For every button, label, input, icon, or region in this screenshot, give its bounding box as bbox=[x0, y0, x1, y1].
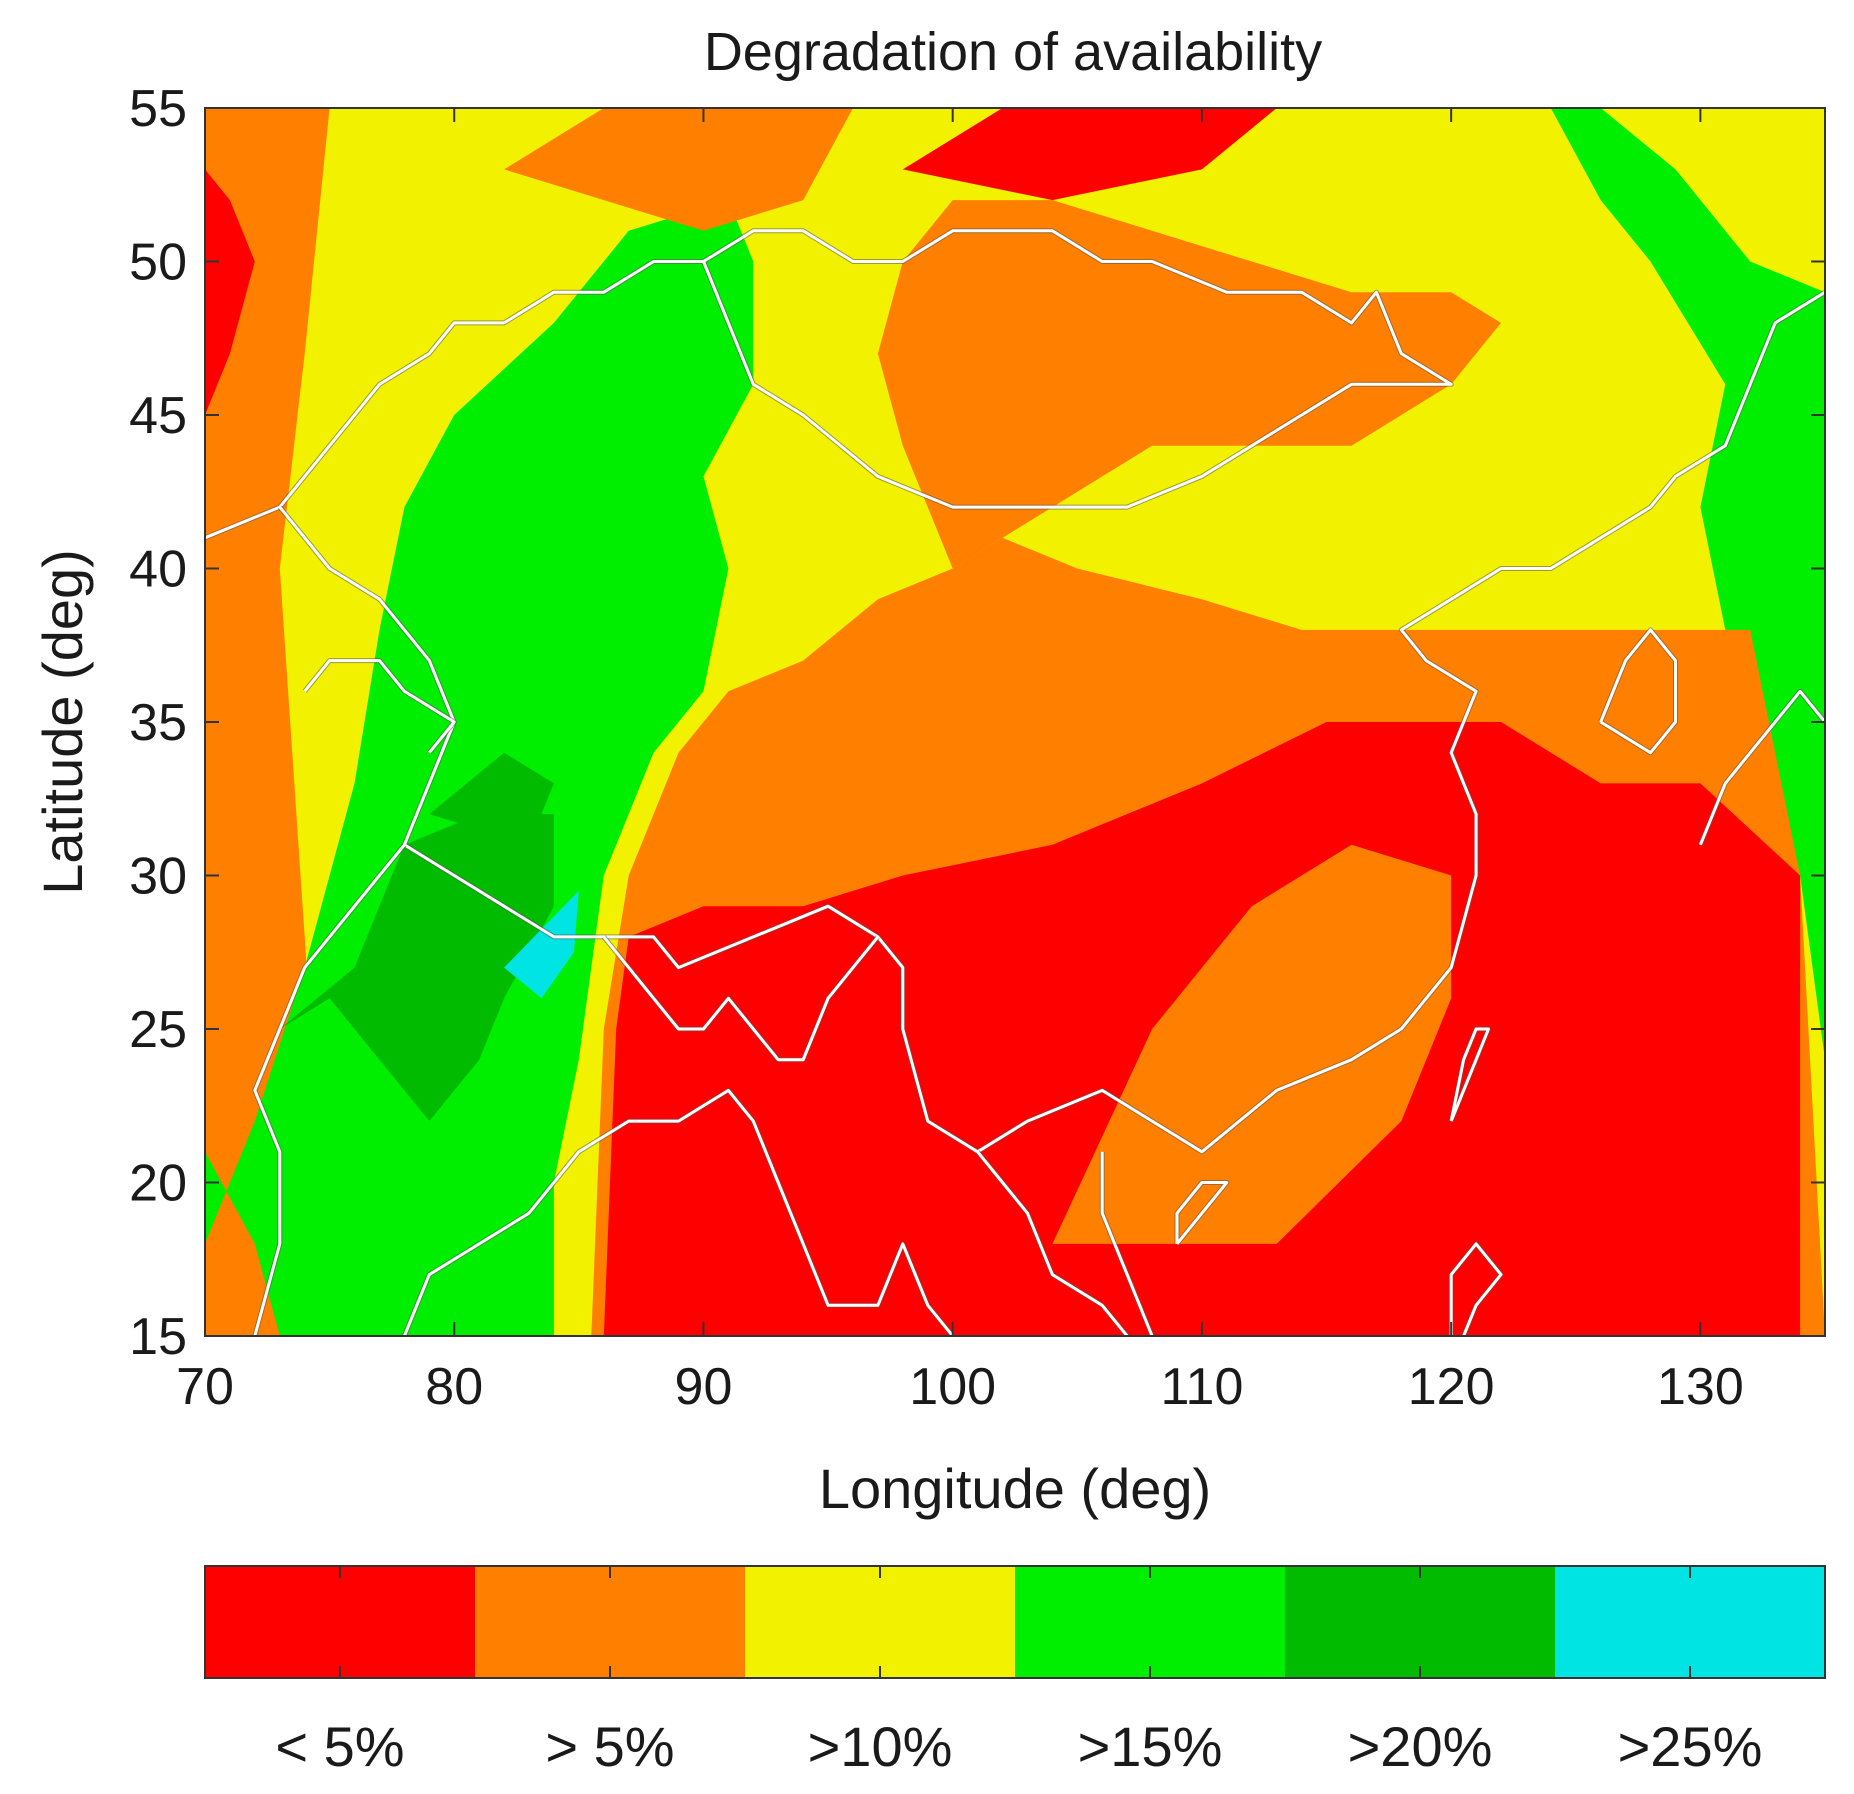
y-tick-label: 35 bbox=[129, 694, 187, 752]
border-line-12 bbox=[303, 659, 456, 754]
y-axis-label: Latitude (deg) bbox=[31, 549, 94, 895]
x-tick-label: 120 bbox=[1408, 1358, 1495, 1416]
y-axis-ticks: 15 20 25 30 35 40 45 50 55 bbox=[129, 80, 1825, 1366]
y-tick-label: 45 bbox=[129, 387, 187, 445]
contour-region-gt15 bbox=[1550, 108, 1825, 1060]
x-axis-label: Longitude (deg) bbox=[819, 1457, 1211, 1520]
y-tick-label: 50 bbox=[129, 234, 187, 292]
border-line-10 bbox=[1599, 628, 1677, 755]
border-line-2 bbox=[253, 843, 406, 1336]
color-legend: < 5% > 5% >10% >15% >20% >25% bbox=[204, 1565, 1826, 1778]
contour-region-gt20 bbox=[429, 752, 554, 845]
border-line-6 bbox=[1100, 1151, 1154, 1336]
border-line-3 bbox=[403, 1088, 954, 1336]
contour-region-gt20 bbox=[279, 814, 554, 1122]
contour-region-gt25 bbox=[504, 890, 579, 999]
y-tick-label: 30 bbox=[129, 848, 187, 906]
legend-label-lt5: < 5% bbox=[275, 1715, 404, 1778]
contour-regions bbox=[205, 108, 1825, 1336]
legend-swatch-gt25 bbox=[1555, 1566, 1825, 1678]
legend-swatch-lt5 bbox=[205, 1566, 475, 1678]
contour-region-lt5 bbox=[205, 169, 255, 415]
legend-label-gt5: > 5% bbox=[545, 1715, 674, 1778]
legend-label-gt25: >25% bbox=[1618, 1715, 1763, 1778]
border-line-1 bbox=[278, 290, 1825, 1154]
border-line-5 bbox=[976, 1150, 1129, 1336]
y-tick-label: 25 bbox=[129, 1001, 187, 1059]
x-tick-label: 80 bbox=[425, 1358, 483, 1416]
contour-region-gt5 bbox=[1052, 844, 1452, 1244]
y-tick-label: 20 bbox=[129, 1155, 187, 1213]
legend-swatch-gt5 bbox=[475, 1566, 745, 1678]
border-line-11 bbox=[1699, 689, 1825, 846]
legend-label-gt15: >15% bbox=[1078, 1715, 1223, 1778]
legend-swatch-gt10 bbox=[745, 1566, 1015, 1678]
y-tick-label: 40 bbox=[129, 541, 187, 599]
legend-frame bbox=[204, 1565, 1826, 1679]
x-axis-ticks: 70 80 90 100 110 120 130 bbox=[176, 108, 1744, 1416]
x-tick-label: 100 bbox=[909, 1358, 996, 1416]
x-tick-label: 70 bbox=[176, 1358, 234, 1416]
border-line-8 bbox=[1449, 1027, 1490, 1122]
border-line-0 bbox=[205, 229, 1453, 540]
legend-swatch-gt15 bbox=[1015, 1566, 1285, 1678]
country-borders bbox=[205, 228, 1825, 1336]
x-tick-label: 130 bbox=[1657, 1358, 1744, 1416]
legend-label-gt20: >20% bbox=[1348, 1715, 1493, 1778]
x-tick-label: 90 bbox=[675, 1358, 733, 1416]
legend-swatch-gt20 bbox=[1285, 1566, 1555, 1678]
border-line-4 bbox=[602, 935, 880, 1062]
y-tick-label: 55 bbox=[129, 80, 187, 138]
contour-region-gt5 bbox=[877, 200, 1501, 569]
x-tick-label: 110 bbox=[1160, 1358, 1243, 1416]
contour-region-gt15 bbox=[205, 200, 754, 1336]
border-line-9 bbox=[1449, 1242, 1503, 1336]
contour-region-gt5 bbox=[504, 108, 853, 231]
chart-title: Degradation of availability bbox=[704, 22, 1322, 82]
y-tick-label: 15 bbox=[129, 1308, 187, 1366]
legend-label-gt10: >10% bbox=[808, 1715, 953, 1778]
contour-region-lt5 bbox=[902, 108, 1277, 201]
border-line-7 bbox=[1175, 1181, 1229, 1245]
